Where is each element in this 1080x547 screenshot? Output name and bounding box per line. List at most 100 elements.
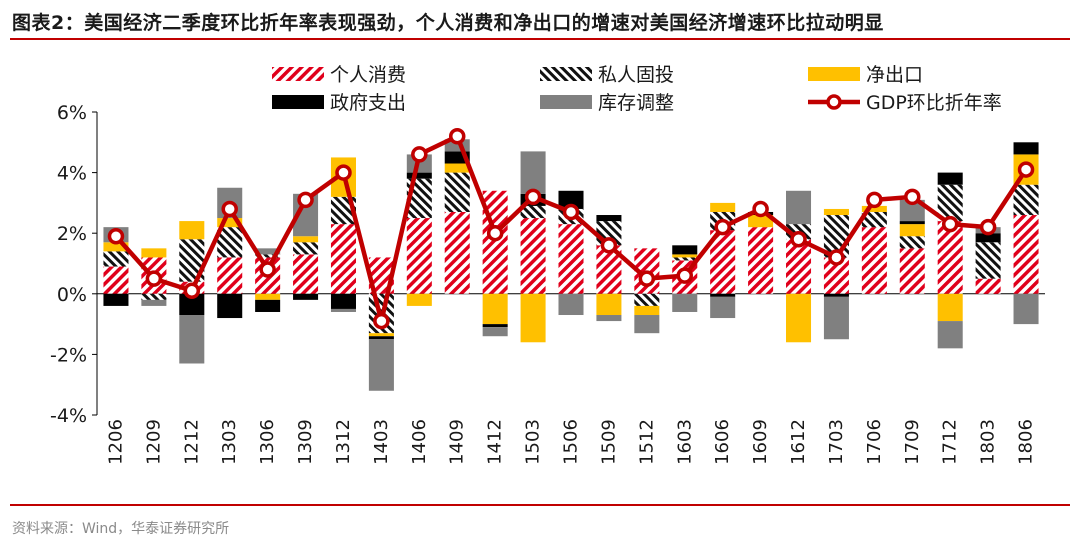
bar-segment bbox=[368, 333, 394, 337]
bar-segment bbox=[330, 293, 356, 309]
x-tick-label: 1303 bbox=[219, 419, 240, 465]
y-tick-label: 0% bbox=[57, 284, 87, 306]
bar-segment bbox=[406, 218, 432, 294]
bar-segment bbox=[520, 218, 546, 294]
x-tick-label: 1803 bbox=[978, 419, 999, 465]
bar-segment bbox=[141, 248, 167, 258]
bar-segment bbox=[823, 208, 849, 216]
bar-segment bbox=[103, 293, 129, 306]
bar-segment bbox=[330, 308, 356, 312]
bar-segment bbox=[520, 293, 546, 343]
legend-label: 净出口 bbox=[866, 64, 923, 86]
gdp-point bbox=[979, 218, 997, 236]
bar-segment bbox=[103, 242, 129, 252]
bar-segment bbox=[1013, 215, 1039, 294]
bar-segment bbox=[330, 224, 356, 294]
bar-segment bbox=[255, 254, 281, 258]
bar-segment bbox=[937, 221, 963, 294]
bar-segment bbox=[558, 190, 584, 209]
gdp-point bbox=[904, 188, 921, 206]
bar-segment bbox=[368, 336, 394, 340]
bar-segment bbox=[103, 251, 129, 267]
bar-segment bbox=[786, 190, 812, 225]
bar-segment bbox=[558, 224, 584, 294]
legend-label: GDP环比折年率 bbox=[866, 92, 1002, 114]
gdp-point bbox=[145, 270, 163, 287]
bar-segment bbox=[217, 218, 243, 228]
gdp-point bbox=[676, 267, 694, 284]
bar-segment bbox=[293, 236, 319, 243]
bar-segment bbox=[406, 172, 432, 179]
bar-segment bbox=[861, 205, 887, 212]
bar-segment bbox=[672, 293, 698, 312]
gdp-point bbox=[107, 227, 125, 245]
bar-segment bbox=[444, 211, 470, 294]
gdp-point bbox=[335, 164, 352, 181]
legend-swatch bbox=[540, 95, 592, 109]
bar-segment bbox=[823, 296, 849, 340]
bar-segment bbox=[634, 293, 660, 306]
x-tick-label: 1306 bbox=[257, 419, 278, 465]
y-tick-label: 2% bbox=[57, 223, 87, 245]
x-tick-label: 1612 bbox=[788, 419, 809, 465]
gdp-point bbox=[259, 261, 276, 278]
gdp-point bbox=[373, 312, 390, 330]
x-tick-label: 1409 bbox=[447, 419, 468, 465]
figure-title: 图表2：美国经济二季度环比折年率表现强劲，个人消费和净出口的增速对美国经济增速环… bbox=[12, 12, 884, 34]
bar-segment bbox=[975, 233, 1001, 243]
bar-segment bbox=[710, 202, 736, 212]
bar-segment bbox=[786, 293, 812, 343]
bar-segment bbox=[444, 163, 470, 173]
bar-segment bbox=[255, 293, 281, 300]
bar-segment bbox=[937, 293, 963, 322]
bar-segment bbox=[861, 211, 887, 228]
bar-segment bbox=[672, 257, 698, 261]
bar-segment bbox=[444, 172, 470, 212]
bar-segment bbox=[1013, 142, 1039, 155]
legend-swatch bbox=[272, 95, 324, 109]
title-divider bbox=[10, 38, 1070, 40]
gdp-point bbox=[790, 231, 807, 248]
bar-segment bbox=[823, 293, 849, 297]
bar-segment bbox=[217, 257, 243, 294]
bar-segment bbox=[899, 199, 925, 222]
bar-segment bbox=[975, 278, 1001, 294]
gdp-point bbox=[866, 191, 883, 209]
gdp-point bbox=[183, 282, 201, 300]
y-tick-label: 4% bbox=[57, 163, 87, 185]
x-tick-label: 1706 bbox=[864, 419, 885, 465]
bar-segment bbox=[672, 254, 698, 258]
bar-segment bbox=[482, 327, 508, 337]
x-tick-label: 1609 bbox=[750, 419, 771, 465]
bar-segment bbox=[141, 299, 167, 306]
bar-segment bbox=[179, 293, 205, 316]
bar-segment bbox=[786, 239, 812, 294]
legend-label: 库存调整 bbox=[598, 92, 674, 114]
bar-segment bbox=[1013, 293, 1039, 325]
gdp-point bbox=[1017, 161, 1035, 178]
bar-segment bbox=[596, 215, 622, 222]
gdp-point bbox=[448, 127, 466, 145]
gdp-point bbox=[562, 203, 580, 221]
y-tick-label: -4% bbox=[50, 405, 87, 427]
x-tick-label: 1209 bbox=[143, 419, 164, 465]
x-tick-label: 1709 bbox=[902, 419, 923, 465]
gdp-point bbox=[941, 215, 959, 233]
gdp-point bbox=[297, 191, 314, 209]
legend-label: 政府支出 bbox=[330, 92, 406, 114]
x-tick-label: 1212 bbox=[181, 419, 202, 465]
axes: -4% -2% 0% 2% 4% 6% 1206 1209 1212 1303 1306 1309 13… bbox=[50, 102, 1045, 465]
bar-segment bbox=[861, 227, 887, 294]
gdp-point bbox=[638, 270, 656, 287]
source-note: 资料来源：Wind，华泰证券研究所 bbox=[12, 521, 230, 537]
bar-segment bbox=[482, 293, 508, 325]
bar-segment bbox=[293, 242, 319, 255]
bar-segment bbox=[748, 227, 774, 294]
bar-segment bbox=[293, 254, 319, 294]
gdp-point bbox=[221, 200, 238, 218]
gdp-point bbox=[411, 146, 428, 163]
gdp-point bbox=[600, 237, 618, 254]
x-tick-label: 1712 bbox=[940, 419, 961, 465]
bar-segment bbox=[179, 221, 205, 240]
x-tick-label: 1312 bbox=[333, 419, 354, 465]
